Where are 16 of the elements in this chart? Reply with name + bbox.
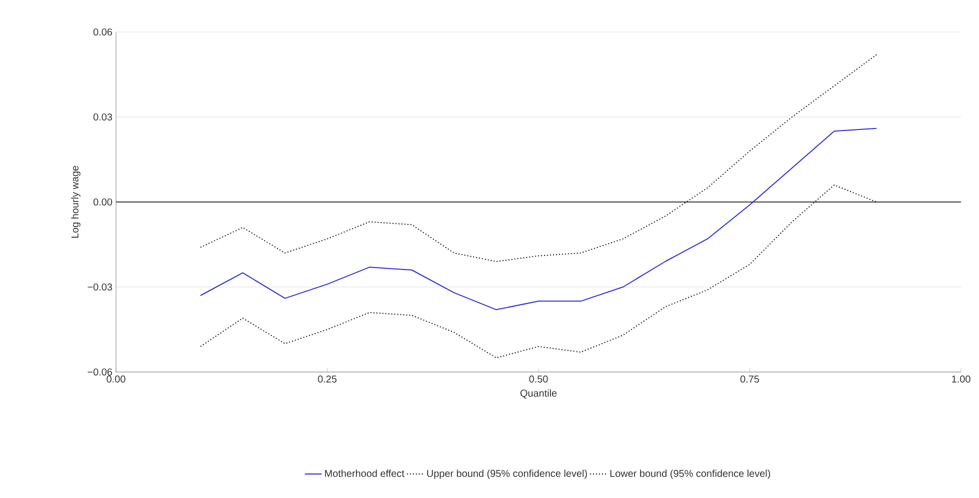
x-tick-label: 0.50 [529, 376, 548, 383]
y-tick-label: −0.03 [88, 283, 112, 291]
legend-label: Upper bound (95% confidence level) [427, 470, 587, 479]
y-tick-label: 0.00 [93, 198, 112, 206]
y-tick-label: 0.06 [93, 28, 112, 36]
y-axis-title: Log hourly wage [71, 166, 80, 238]
x-tick-label: 1.00 [952, 376, 970, 383]
x-tick-label: 0.75 [740, 376, 760, 383]
y-tick-label: −0.06 [88, 368, 112, 376]
x-tick-label: 0.25 [318, 376, 337, 383]
x-axis-title: Quantile [520, 389, 557, 399]
y-tick-label: 0.03 [93, 113, 112, 121]
legend-label: Motherhood effect [325, 470, 404, 477]
line-series [200, 128, 878, 310]
x-tick-label: 0.00 [106, 376, 126, 383]
legend-label: Lower bound (95% confidence level) [610, 470, 770, 479]
